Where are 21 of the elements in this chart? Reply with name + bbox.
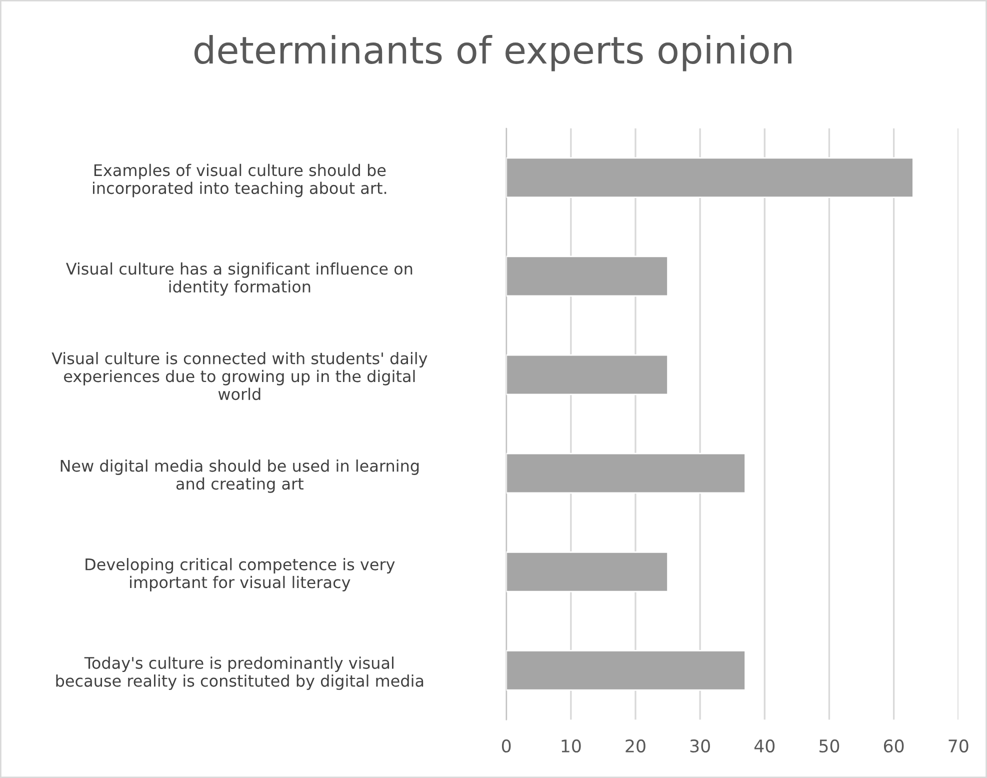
bar [506,650,746,691]
y-tick-label: Developing critical competence is very important for visual literacy [86,558,395,592]
chart-title: determinants of experts opinion [194,35,792,72]
x-tick-label: 40 [754,739,775,753]
x-tick-label: 10 [562,739,581,753]
bar [506,157,914,198]
bar [506,256,668,297]
y-tick-label: Visual culture has a significant influence on identity formation [66,262,412,296]
y-tick-label: Today's culture is predominantly visual because reality is constituted by digital media [56,656,424,690]
x-tick-label: 0 [502,739,511,753]
y-tick-label: Examples of visual culture should be incorporated into teaching about art. [93,164,386,198]
x-tick-label: 50 [820,739,840,753]
x-tick-label: 20 [626,739,646,753]
bar [506,452,746,494]
x-tick-label: 30 [690,739,710,753]
bar [506,551,668,592]
y-tick-label: New digital media should be used in learning and creating art [60,459,419,493]
y-tick-label: Visual culture is connected with students' daily experiences due to growing up in the digital world [52,352,428,400]
x-tick-label: 70 [948,739,968,753]
bar [506,354,668,396]
x-tick-label: 60 [884,739,904,753]
